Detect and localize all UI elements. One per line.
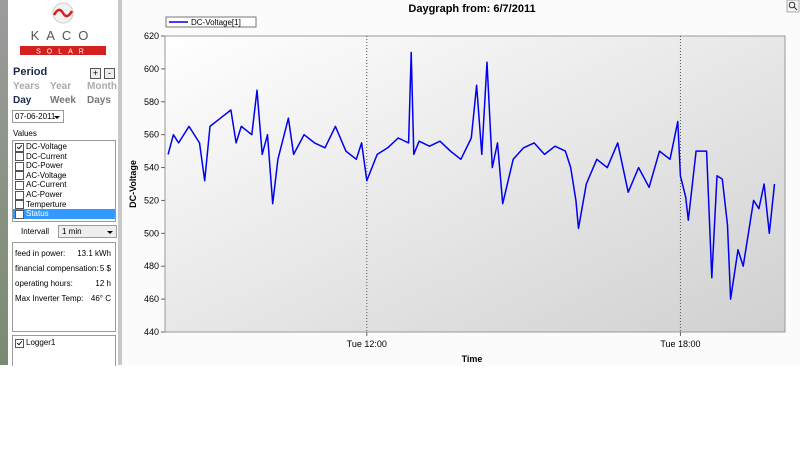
interval-select[interactable]: 1 min [58, 225, 117, 238]
x-tick-label: Tue 18:00 [660, 339, 700, 349]
y-tick-label: 580 [144, 97, 159, 107]
zoom-icon [788, 1, 796, 9]
value-item[interactable]: AC-Voltage [26, 170, 67, 180]
period-minus[interactable]: - [104, 68, 115, 79]
checkbox[interactable] [15, 171, 24, 181]
checkbox[interactable] [15, 180, 24, 190]
stat-value: 5 $ [99, 264, 111, 273]
logo-sub: SOLAR [36, 49, 90, 56]
legend-box [165, 16, 257, 28]
x-axis-label: Time [462, 354, 483, 364]
value-item[interactable]: DC-Power [26, 161, 63, 171]
period-option[interactable]: Years [13, 81, 40, 92]
value-item[interactable]: AC-Current [26, 180, 67, 190]
chart-title: Daygraph from: 6/7/2011 [408, 3, 535, 15]
stat-label: Max Inverter Temp: [15, 294, 84, 303]
y-axis-label: DC-Voltage [128, 160, 138, 208]
value-item[interactable]: Temperture [26, 199, 67, 209]
data-line [167, 51, 776, 300]
checkbox[interactable] [15, 142, 24, 152]
period-option[interactable]: Month [87, 81, 117, 92]
y-tick-label: 560 [144, 130, 159, 140]
checkbox[interactable] [15, 209, 24, 219]
stat-value: 13.1 kWh [77, 249, 111, 258]
stat-label: operating hours: [15, 279, 73, 288]
y-tick-label: 440 [144, 327, 159, 337]
stat-label: feed in power: [15, 249, 66, 258]
stat-label: financial compensation: [15, 264, 99, 273]
interval-label: Intervall [21, 227, 50, 236]
zoom-icon-handle [793, 6, 798, 11]
y-tick-label: 600 [144, 64, 159, 74]
logo-bar [20, 46, 106, 55]
period-option[interactable]: Year [50, 81, 72, 92]
logo: KACO SOLAR [20, 2, 106, 56]
item-highlight [13, 209, 115, 219]
period-title: Period [13, 66, 48, 78]
period-option[interactable]: Day [13, 95, 32, 106]
checkbox[interactable] [15, 152, 24, 162]
value-item[interactable]: Status [26, 209, 49, 219]
period-option[interactable]: Week [50, 95, 76, 106]
logger-box: Logger1 [12, 335, 116, 366]
y-tick-label: 480 [144, 261, 159, 271]
y-tick-label: 620 [144, 31, 159, 41]
y-tick-label: 540 [144, 163, 159, 173]
period-plus[interactable]: + [90, 68, 101, 79]
window-edge [0, 0, 8, 365]
logo-swoosh [52, 8, 74, 18]
values-title: Values [13, 129, 37, 138]
date-select[interactable]: 07-06-2011 [12, 110, 64, 123]
zoom-button[interactable] [786, 0, 800, 13]
logo-name: KACO [31, 28, 96, 43]
logger-item[interactable]: Logger1 [26, 338, 56, 347]
y-tick-label: 500 [144, 228, 159, 238]
stats-box: feed in power: 13.1 kWh financial compensa… [12, 242, 116, 332]
value-item[interactable]: DC-Current [26, 151, 67, 161]
checkbox[interactable] [15, 161, 24, 171]
checkbox[interactable] [15, 200, 24, 210]
x-tick-label: Tue 12:00 [347, 339, 387, 349]
period-option[interactable]: Days [87, 95, 111, 106]
value-item[interactable]: AC-Power [26, 190, 63, 199]
value-item[interactable]: DC-Voltage [26, 142, 67, 151]
stat-value: 46° C [90, 294, 111, 303]
stat-value: 12 h [95, 279, 111, 288]
y-tick-label: 520 [144, 195, 159, 205]
chart: Daygraph from: 6/7/2011 Time DC-Voltage … [122, 0, 800, 365]
sidebar: KACO SOLAR Period + - Years Year Month Day Week… [8, 0, 122, 366]
checkbox[interactable] [15, 339, 24, 348]
values-list: DC-Voltage DC-Current DC-Power AC-Voltage AC… [12, 140, 116, 222]
checkbox[interactable] [15, 190, 24, 200]
legend-label: DC-Voltage[1] [191, 18, 241, 27]
y-tick-label: 460 [144, 294, 159, 304]
